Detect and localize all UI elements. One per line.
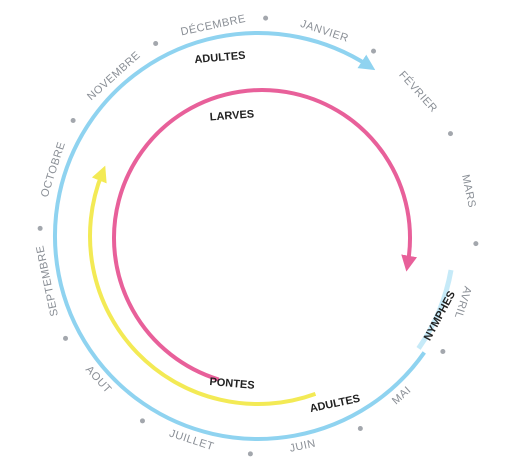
month-dot bbox=[37, 225, 43, 231]
month-label: JUIN bbox=[288, 438, 316, 455]
adults-arc bbox=[53, 31, 426, 441]
month-label: FÉVRIER bbox=[396, 68, 440, 115]
larvae-arc bbox=[112, 88, 418, 382]
month-dot bbox=[473, 241, 479, 247]
month-dot bbox=[357, 425, 363, 431]
month-dot bbox=[247, 451, 253, 457]
month-label: MARS bbox=[459, 174, 478, 210]
month-dot bbox=[371, 48, 377, 54]
egg-arc bbox=[88, 165, 317, 406]
month-dot bbox=[447, 131, 453, 137]
month-dot bbox=[63, 335, 69, 341]
month-dot bbox=[139, 418, 145, 424]
month-dot bbox=[153, 41, 159, 47]
stage-label: ADULTES bbox=[309, 393, 362, 415]
month-label: AOUT bbox=[83, 364, 114, 396]
stage-label: LARVES bbox=[209, 108, 254, 123]
month-label: AVRIL bbox=[452, 285, 474, 321]
cycle-arcs bbox=[53, 31, 454, 441]
nymph-arc bbox=[416, 269, 454, 350]
month-dot bbox=[70, 117, 76, 123]
month-dot bbox=[440, 349, 446, 355]
stage-label: PONTES bbox=[209, 376, 255, 392]
stage-label: ADULTES bbox=[194, 50, 246, 66]
month-label: OCTOBRE bbox=[39, 140, 68, 199]
month-dot bbox=[263, 15, 269, 21]
